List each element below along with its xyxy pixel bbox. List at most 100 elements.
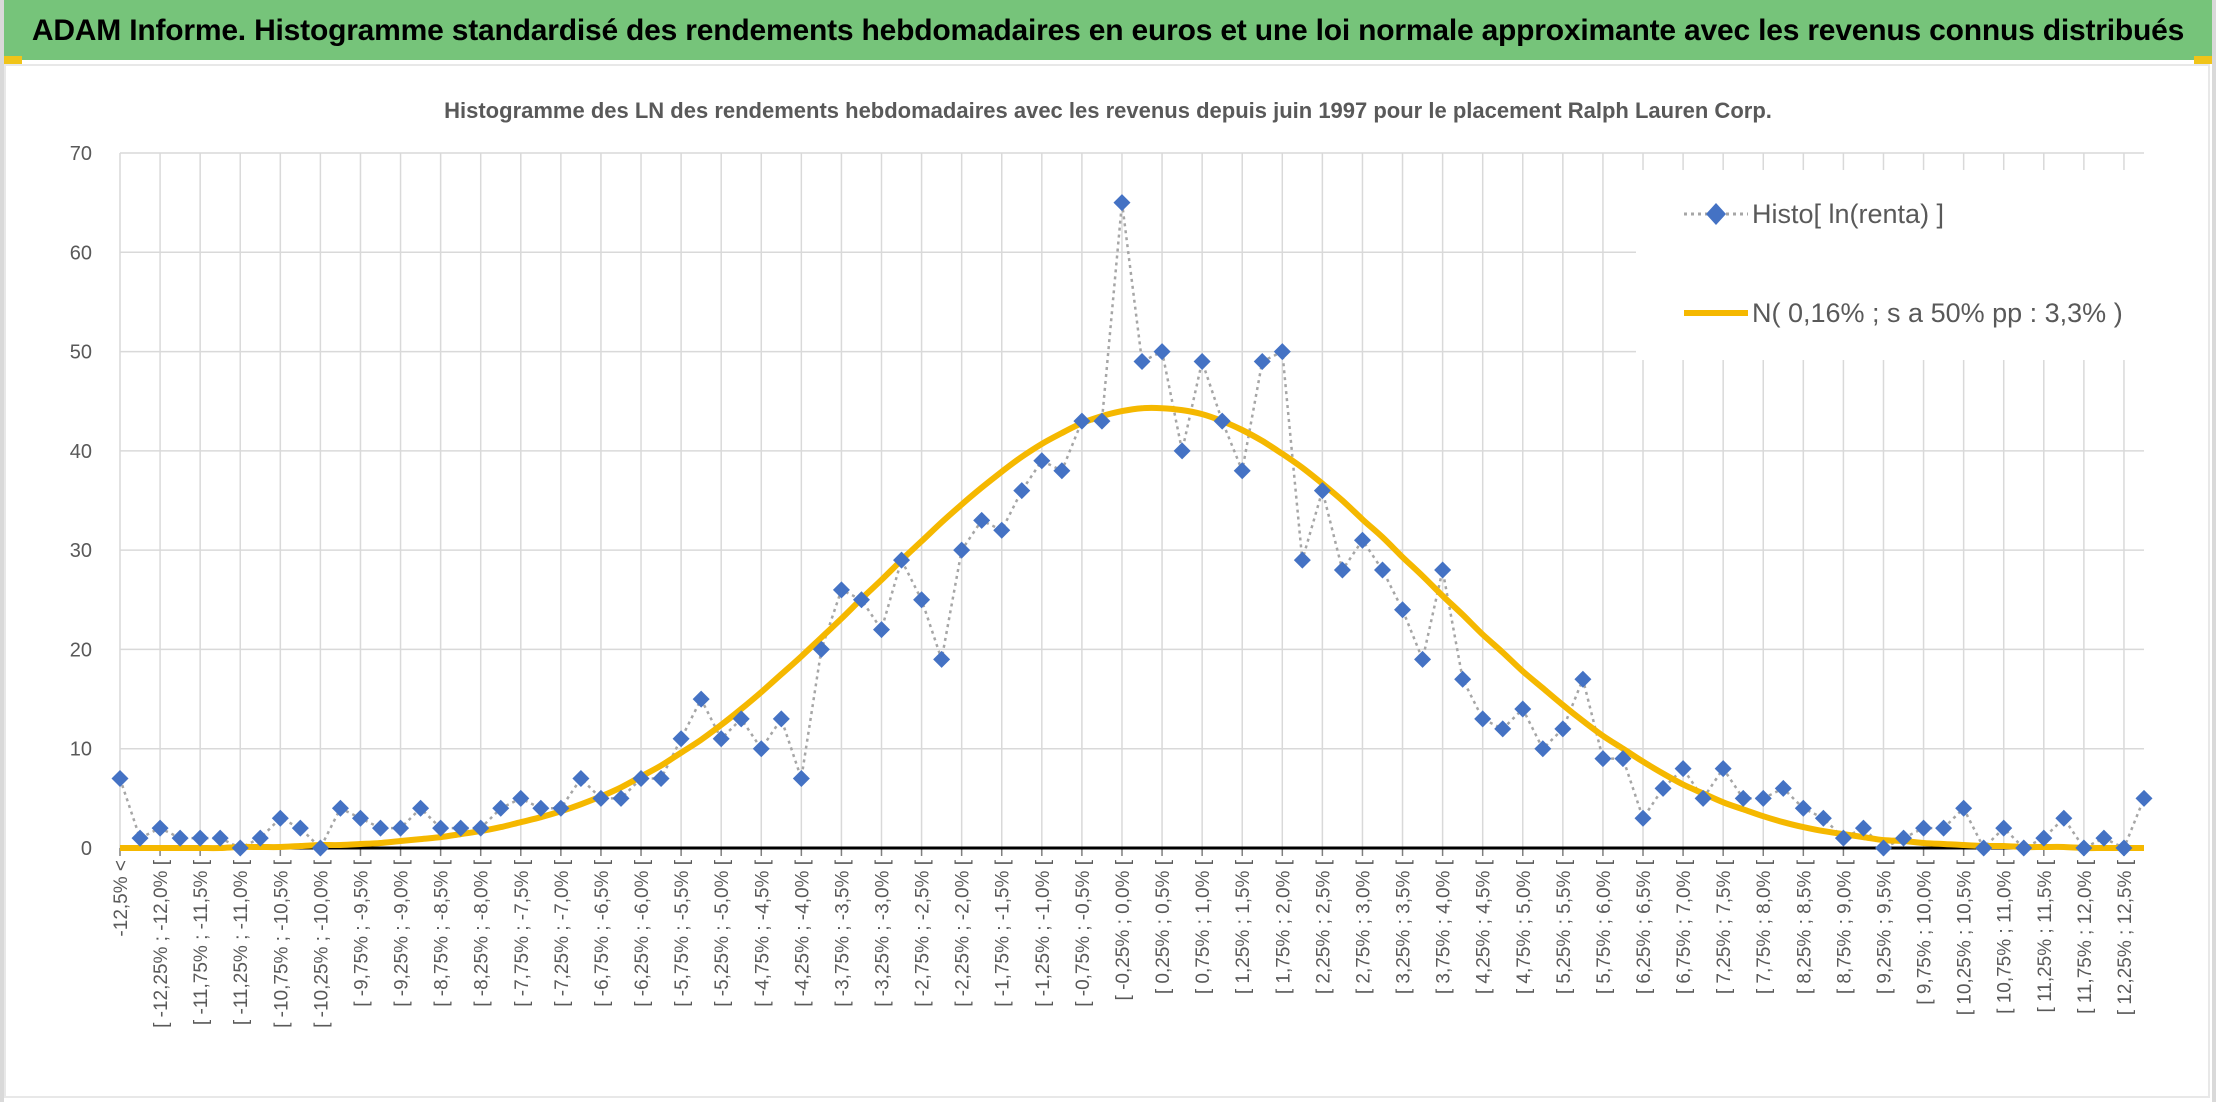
histo-point — [832, 581, 850, 599]
histo-point — [231, 839, 249, 857]
chart-frame — [4, 64, 2210, 1098]
histo-point — [1053, 462, 1071, 480]
x-tick-label: [ -4,25% ; -4,0% [ — [792, 859, 813, 1007]
histo-point — [1734, 789, 1752, 807]
histo-point — [1754, 789, 1772, 807]
histo-point — [251, 829, 269, 847]
histo-point — [1333, 561, 1351, 579]
x-tick-label: [ 10,25% ; 10,5% [ — [1955, 859, 1976, 1015]
histo-point — [351, 809, 369, 827]
x-tick-label: [ 10,75% ; 11,0% [ — [1995, 859, 2016, 1014]
histo-point — [953, 541, 971, 559]
x-axis-labels: -12,5% < [ -12,25% ; -12,0% [[ -11,75% ; … — [111, 859, 2136, 1028]
histo-point — [1373, 561, 1391, 579]
histo-point — [211, 829, 229, 847]
histo-point — [1414, 650, 1432, 668]
histo-point — [1574, 670, 1592, 688]
x-tick-label: [ -0,25% ; 0,0% [ — [1113, 859, 1134, 1000]
histo-point — [993, 521, 1011, 539]
histo-point — [1834, 829, 1852, 847]
histo-point — [151, 819, 169, 837]
x-tick-label: [ -1,75% ; -1,5% [ — [993, 859, 1014, 1007]
legend-histo-marker — [1706, 203, 1726, 225]
x-tick-label: [ 3,25% ; 3,5% [ — [1394, 859, 1415, 994]
x-tick-label: [ 7,25% ; 7,5% [ — [1714, 859, 1735, 994]
x-tick-label: [ -8,25% ; -8,0% [ — [472, 859, 493, 1007]
histo-point — [1033, 452, 1051, 470]
x-tick-label: [ -3,75% ; -3,5% [ — [832, 859, 853, 1007]
histo-point — [1895, 829, 1913, 847]
x-tick-label: [ -10,75% ; -10,5% [ — [271, 859, 292, 1028]
histo-point — [532, 799, 550, 817]
histo-point — [1654, 779, 1672, 797]
histo-point — [812, 640, 830, 658]
histo-point — [2095, 829, 2113, 847]
x-tick-label: [ -6,25% ; -6,0% [ — [632, 859, 653, 1007]
histo-point — [1514, 700, 1532, 718]
histo-point — [1554, 720, 1572, 738]
histo-point — [1874, 839, 1892, 857]
histo-point — [692, 690, 710, 708]
chart-title: Histogramme des LN des rendements hebdom… — [444, 98, 1772, 123]
x-tick-label: [ 4,75% ; 5,0% [ — [1514, 859, 1535, 994]
histo-point — [1233, 462, 1251, 480]
x-tick-label: [ 3,75% ; 4,0% [ — [1434, 859, 1455, 994]
histo-point — [933, 650, 951, 668]
histo-point — [1494, 720, 1512, 738]
histo-point — [1995, 819, 2013, 837]
histo-point — [893, 551, 911, 569]
y-tick-label: 20 — [70, 639, 92, 661]
x-tick-label: [ -0,75% ; -0,5% [ — [1073, 859, 1094, 1007]
histo-point — [1474, 710, 1492, 728]
histo-point — [712, 730, 730, 748]
x-tick-label: [ -5,75% ; -5,5% [ — [672, 859, 693, 1007]
x-tick-label: [ -10,25% ; -10,0% [ — [311, 859, 332, 1028]
histo-point — [873, 621, 891, 639]
x-tick-label: [ -7,75% ; -7,5% [ — [512, 859, 533, 1007]
histo-point — [1173, 442, 1191, 460]
left-edge — [0, 0, 4, 1102]
histo-point — [552, 799, 570, 817]
x-tick-label: [ 0,25% ; 0,5% [ — [1153, 859, 1174, 994]
x-tick-label: [ 1,25% ; 1,5% [ — [1233, 859, 1254, 994]
histo-point — [512, 789, 530, 807]
histo-point — [1113, 194, 1131, 212]
legend-histo-label: Histo[ ln(renta) ] — [1752, 199, 1944, 229]
histo-point — [1955, 799, 1973, 817]
histo-point — [131, 829, 149, 847]
x-tick-label: [ 1,75% ; 2,0% [ — [1273, 859, 1294, 994]
histo-point — [2115, 839, 2133, 857]
x-tick-label: [ -11,25% ; -11,0% [ — [231, 859, 252, 1025]
normal-curve-line — [120, 404, 2144, 852]
histo-point — [1313, 482, 1331, 500]
histo-point — [852, 591, 870, 609]
histo-point — [1714, 760, 1732, 778]
histo-point — [311, 839, 329, 857]
histo-point — [1774, 779, 1792, 797]
histo-point — [171, 829, 189, 847]
histo-point — [1293, 551, 1311, 569]
histo-point — [1794, 799, 1812, 817]
x-tick-label: [ 12,25% ; 12,5% [ — [2115, 859, 2136, 1015]
legend: Histo[ ln(renta) ] N( 0,16% ; s a 50% pp… — [1636, 170, 2156, 360]
histo-point — [592, 789, 610, 807]
histo-point — [2135, 789, 2153, 807]
histo-point — [1394, 601, 1412, 619]
y-tick-label: 70 — [70, 143, 92, 165]
histo-point — [752, 740, 770, 758]
histo-point — [1814, 809, 1832, 827]
x-tick-label: [ 11,25% ; 11,5% [ — [2035, 859, 2056, 1012]
x-tick-label: -12,5% < — [111, 860, 132, 937]
histo-point — [1975, 839, 1993, 857]
x-tick-label: [ -9,75% ; -9,5% [ — [351, 859, 372, 1007]
x-tick-label: [ -5,25% ; -5,0% [ — [712, 859, 733, 1007]
y-tick-label: 60 — [70, 242, 92, 264]
histo-point — [472, 819, 490, 837]
histo-point — [1353, 531, 1371, 549]
x-tick-label: [ -6,75% ; -6,5% [ — [592, 859, 613, 1007]
histo-point — [1614, 750, 1632, 768]
histo-point — [732, 710, 750, 728]
x-tick-label: [ 4,25% ; 4,5% [ — [1474, 859, 1495, 994]
x-tick-label: [ -2,25% ; -2,0% [ — [953, 859, 974, 1007]
histo-point — [1153, 343, 1171, 361]
